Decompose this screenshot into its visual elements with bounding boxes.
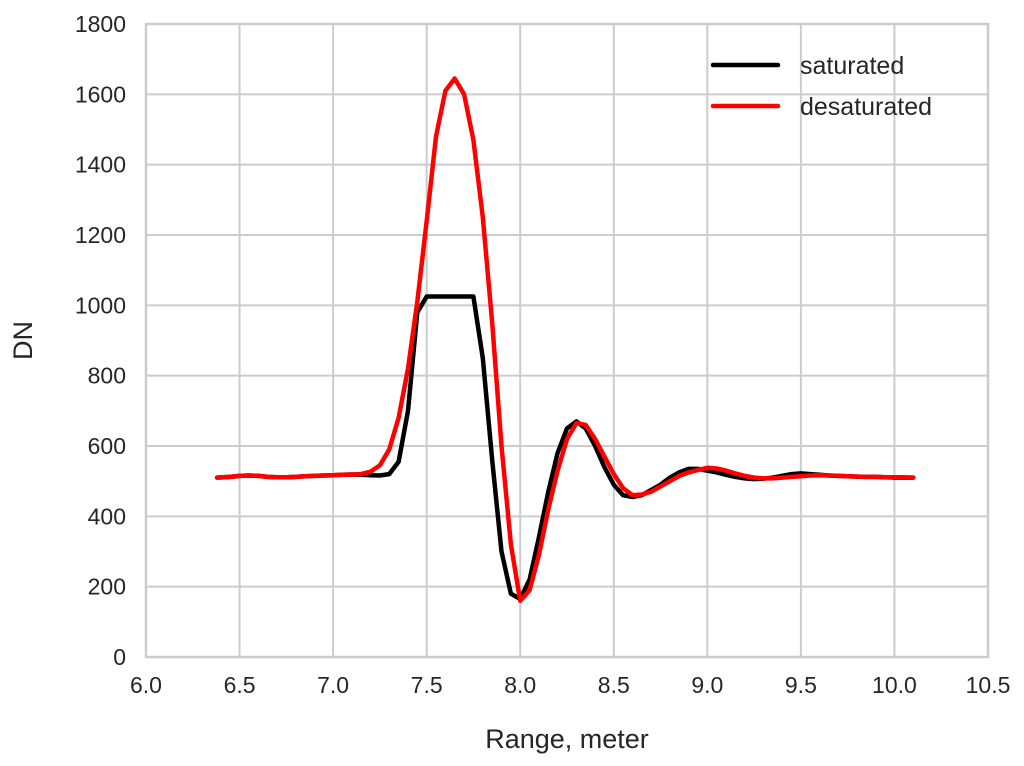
y-tick-labels: 0 200 400 600 800 1000 1200 1400 1600 1800 [75,11,126,670]
y-tick-label: 600 [88,433,126,459]
x-tick-label: 6.0 [130,672,162,698]
legend: saturated desaturated [710,52,932,121]
y-tick-label: 400 [88,503,126,529]
y-tick-label: 1600 [75,81,126,107]
x-tick-label: 8.5 [598,672,630,698]
series-lines [214,76,916,603]
legend-label-desaturated: desaturated [800,93,932,121]
y-tick-label: 1400 [75,152,126,178]
y-tick-label: 0 [113,644,126,670]
x-tick-labels: 6.0 6.5 7.0 7.5 8.0 8.5 9.0 9.5 10.0 10.5 [130,672,1010,698]
x-tick-label: 8.0 [504,672,536,698]
x-tick-label: 9.5 [785,672,817,698]
x-tick-label: 6.5 [224,672,256,698]
x-tick-label: 9.0 [691,672,723,698]
x-tick-label: 7.0 [317,672,349,698]
y-axis-label: DN [8,321,38,360]
x-tick-label: 10.0 [872,672,917,698]
y-tick-label: 200 [88,574,126,600]
legend-label-saturated: saturated [800,52,904,80]
y-tick-label: 1200 [75,222,126,248]
y-tick-label: 800 [88,363,126,389]
y-tick-label: 1000 [75,292,126,318]
y-tick-label: 1800 [75,11,126,37]
x-tick-label: 10.5 [966,672,1011,698]
series-line-desaturated [214,76,916,603]
x-axis-label: Range, meter [485,724,649,754]
plot-frame [144,22,990,659]
x-tick-label: 7.5 [411,672,443,698]
